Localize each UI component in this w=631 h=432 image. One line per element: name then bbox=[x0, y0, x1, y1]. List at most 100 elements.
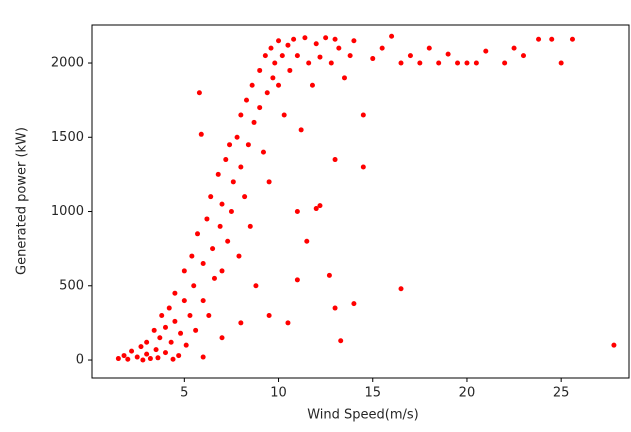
point bbox=[306, 60, 312, 66]
point bbox=[162, 324, 168, 330]
x-axis-label: Wind Speed(m/s) bbox=[307, 408, 419, 423]
point bbox=[247, 223, 253, 229]
point bbox=[260, 149, 266, 155]
point bbox=[341, 75, 347, 81]
point bbox=[181, 268, 187, 274]
x-tick-label: 10 bbox=[270, 386, 287, 401]
point bbox=[204, 216, 210, 222]
point bbox=[285, 42, 291, 48]
point bbox=[426, 45, 432, 51]
point bbox=[244, 97, 250, 103]
point bbox=[549, 36, 555, 42]
point bbox=[129, 348, 135, 354]
point bbox=[115, 356, 121, 362]
point bbox=[134, 354, 140, 360]
point bbox=[223, 157, 229, 163]
point bbox=[227, 142, 233, 148]
point bbox=[611, 342, 617, 348]
point bbox=[257, 67, 263, 73]
point bbox=[210, 246, 216, 252]
point bbox=[360, 164, 366, 170]
point bbox=[228, 209, 234, 215]
point bbox=[332, 36, 338, 42]
point bbox=[187, 312, 193, 318]
point bbox=[153, 347, 159, 353]
point bbox=[125, 356, 131, 362]
point bbox=[291, 36, 297, 42]
point bbox=[230, 179, 236, 185]
point bbox=[138, 344, 144, 350]
point bbox=[264, 90, 270, 96]
point bbox=[234, 134, 240, 140]
point bbox=[279, 53, 285, 59]
point bbox=[181, 298, 187, 304]
point bbox=[336, 45, 342, 51]
point bbox=[225, 238, 231, 244]
point bbox=[313, 206, 319, 212]
point bbox=[191, 283, 197, 289]
point bbox=[195, 231, 201, 237]
point bbox=[219, 268, 225, 274]
point bbox=[281, 112, 287, 118]
point bbox=[436, 60, 442, 66]
x-tick-label: 25 bbox=[553, 386, 570, 401]
point bbox=[313, 41, 319, 47]
point bbox=[155, 355, 161, 361]
point bbox=[266, 179, 272, 185]
point bbox=[511, 45, 517, 51]
point bbox=[200, 354, 206, 360]
point bbox=[162, 350, 168, 356]
point bbox=[166, 305, 172, 311]
point bbox=[304, 238, 310, 244]
point bbox=[360, 112, 366, 118]
point bbox=[294, 277, 300, 283]
point bbox=[266, 312, 272, 318]
point bbox=[242, 194, 248, 200]
point bbox=[417, 60, 423, 66]
point bbox=[219, 201, 225, 207]
point bbox=[502, 60, 508, 66]
point bbox=[317, 54, 323, 60]
point bbox=[206, 312, 212, 318]
point bbox=[211, 275, 217, 281]
point bbox=[302, 35, 308, 41]
y-tick-label: 500 bbox=[59, 278, 84, 293]
point bbox=[332, 305, 338, 311]
point bbox=[236, 253, 242, 259]
point bbox=[144, 339, 150, 345]
point bbox=[483, 48, 489, 54]
point bbox=[178, 330, 184, 336]
x-tick-label: 20 bbox=[459, 386, 476, 401]
point bbox=[196, 90, 202, 96]
point bbox=[309, 82, 315, 88]
point bbox=[183, 342, 189, 348]
point bbox=[151, 327, 157, 333]
point bbox=[257, 105, 263, 111]
point bbox=[159, 312, 165, 318]
point bbox=[351, 38, 357, 44]
point bbox=[270, 75, 276, 81]
point bbox=[332, 157, 338, 163]
point bbox=[193, 327, 199, 333]
point bbox=[217, 223, 223, 229]
point bbox=[445, 51, 451, 57]
point bbox=[272, 60, 278, 66]
point bbox=[455, 60, 461, 66]
point bbox=[172, 290, 178, 296]
x-tick-label: 15 bbox=[364, 386, 381, 401]
point bbox=[170, 356, 176, 362]
point bbox=[294, 53, 300, 59]
y-tick-label: 1000 bbox=[51, 204, 84, 219]
point bbox=[407, 53, 413, 59]
point bbox=[536, 36, 542, 42]
point bbox=[253, 283, 259, 289]
y-tick-label: 1500 bbox=[51, 130, 84, 145]
point bbox=[144, 351, 150, 357]
point bbox=[323, 35, 329, 41]
point bbox=[347, 53, 353, 59]
point bbox=[208, 194, 214, 200]
point bbox=[351, 301, 357, 307]
x-tick-label: 5 bbox=[180, 386, 188, 401]
point bbox=[398, 286, 404, 292]
